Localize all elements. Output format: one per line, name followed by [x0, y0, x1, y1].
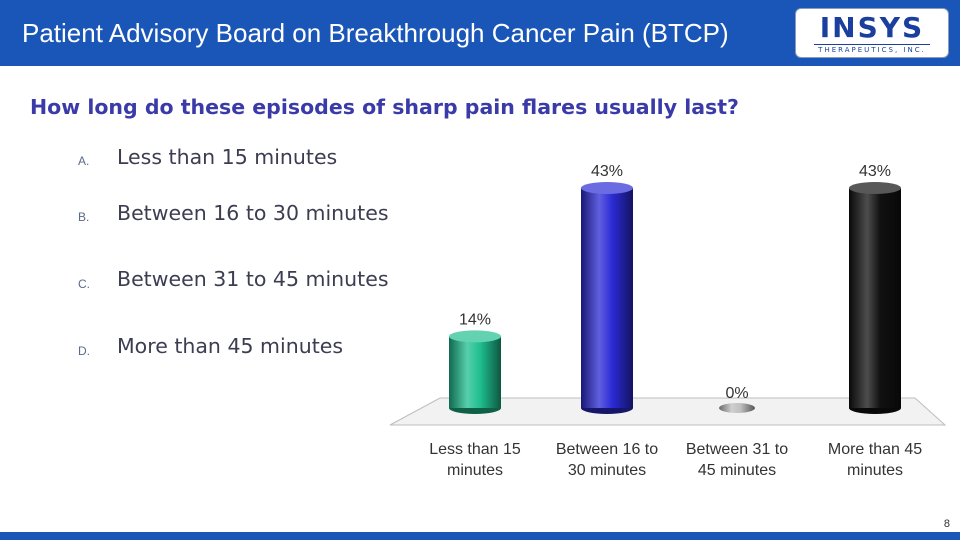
bar-top — [449, 330, 501, 342]
option-b-letter: B. — [78, 210, 89, 224]
bar-top — [849, 182, 901, 194]
data-label: 0% — [725, 385, 748, 402]
footer-bar — [0, 532, 960, 540]
bar-chart: 14% Less than 15 minutes 43% Between 16 to 30… — [385, 150, 955, 490]
bar-3 — [719, 403, 755, 413]
bar-body — [849, 188, 901, 408]
category-label: Between 16 to — [556, 441, 658, 458]
header-bar: Patient Advisory Board on Breakthrough C… — [0, 0, 960, 66]
question-heading: How long do these episodes of sharp pain… — [30, 95, 739, 119]
option-d-text: More than 45 minutes — [117, 334, 343, 358]
option-a-letter: A. — [78, 154, 89, 168]
option-c-letter: C. — [78, 277, 90, 291]
bar-4 — [849, 182, 901, 414]
data-label: 14% — [459, 311, 491, 328]
data-label: 43% — [859, 163, 891, 180]
category-label: minutes — [847, 462, 903, 479]
data-label: 43% — [591, 163, 623, 180]
category-label: Less than 15 — [429, 441, 521, 458]
page-number: 8 — [944, 518, 950, 530]
bar-body — [581, 188, 633, 408]
bar-body — [449, 336, 501, 408]
option-d-letter: D. — [78, 344, 90, 358]
logo-subtext: THERAPEUTICS, INC. — [814, 44, 930, 54]
logo-wordmark: INSYS — [796, 13, 948, 43]
category-label: minutes — [447, 462, 503, 479]
bar-disc — [719, 403, 755, 413]
category-label: 45 minutes — [698, 462, 776, 479]
bar-2 — [581, 182, 633, 414]
company-logo: INSYS THERAPEUTICS, INC. — [795, 8, 949, 58]
bar-top — [581, 182, 633, 194]
category-label: Between 31 to — [686, 441, 788, 458]
bar-1 — [449, 330, 501, 414]
option-a-text: Less than 15 minutes — [117, 145, 337, 169]
category-label: More than 45 — [828, 441, 922, 458]
option-b-text: Between 16 to 30 minutes — [117, 201, 389, 225]
category-label: 30 minutes — [568, 462, 646, 479]
slide-title: Patient Advisory Board on Breakthrough C… — [22, 18, 729, 49]
option-c-text: Between 31 to 45 minutes — [117, 267, 389, 291]
